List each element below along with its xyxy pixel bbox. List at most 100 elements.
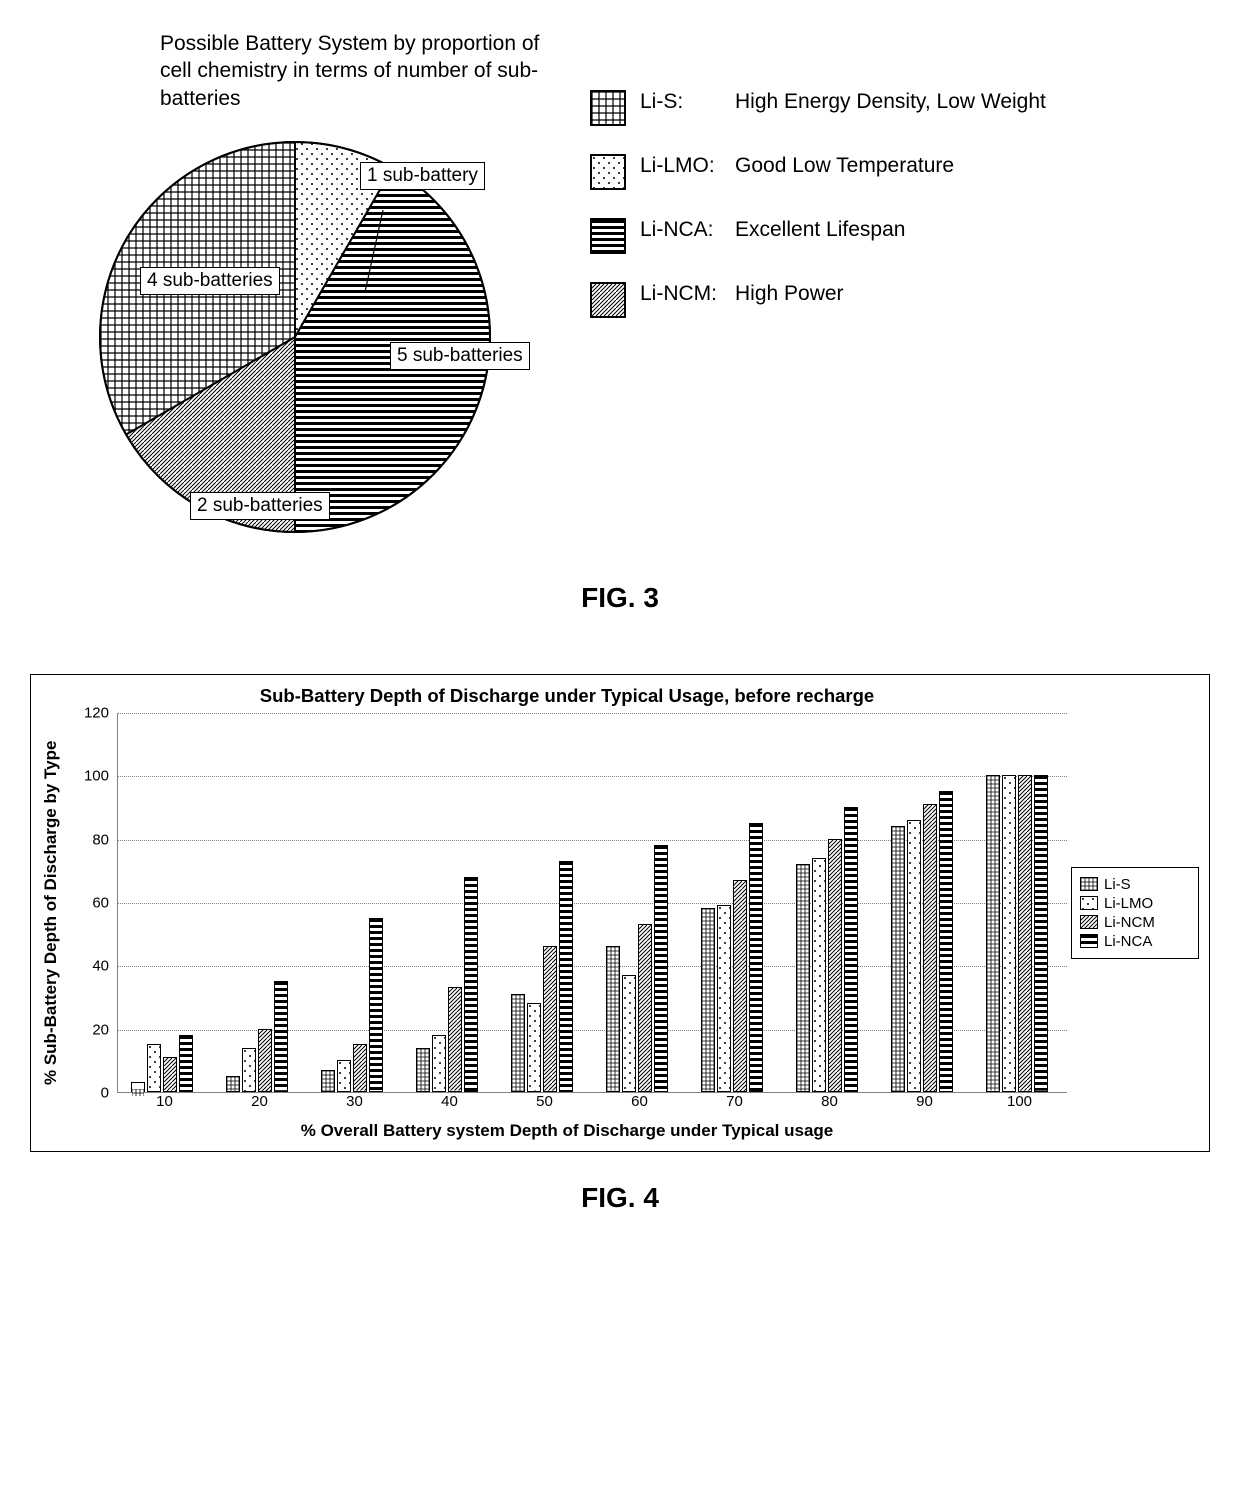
- bar: [337, 1060, 351, 1092]
- bar: [796, 864, 810, 1092]
- ytick-label: 0: [101, 1084, 109, 1101]
- fig4-legend-row: Li-NCM: [1080, 914, 1190, 931]
- bar: [163, 1057, 177, 1092]
- fig4-legend-row: Li-LMO: [1080, 895, 1190, 912]
- fig4-yaxis: 020406080100120: [67, 713, 117, 1093]
- legend-row: Li-NCM: High Power: [590, 282, 1046, 318]
- fig4-ylabel: % Sub-Battery Depth of Discharge by Type: [41, 685, 67, 1141]
- legend-swatch: [590, 282, 626, 318]
- legend-swatch: [590, 154, 626, 190]
- bar: [321, 1070, 335, 1092]
- gridline: [118, 776, 1067, 777]
- bar: [543, 946, 557, 1092]
- bar: [622, 975, 636, 1092]
- bar: [511, 994, 525, 1092]
- xtick-label: 50: [536, 1093, 553, 1110]
- legend-name: Li-NCM:: [640, 282, 735, 306]
- legend-name: Li-S: [1104, 876, 1131, 893]
- bar: [638, 924, 652, 1092]
- legend-name: Li-LMO: [1104, 895, 1153, 912]
- fig4-caption: FIG. 4: [30, 1182, 1210, 1214]
- pie-callout: 1 sub-battery: [360, 162, 485, 190]
- bar-group: [701, 823, 763, 1092]
- xtick-label: 10: [156, 1093, 173, 1110]
- xtick-label: 60: [631, 1093, 648, 1110]
- bar: [1002, 775, 1016, 1092]
- bar: [749, 823, 763, 1092]
- bar: [242, 1048, 256, 1092]
- bar: [179, 1035, 193, 1092]
- xtick-label: 100: [1007, 1093, 1032, 1110]
- legend-name: Li-NCM: [1104, 914, 1155, 931]
- gridline: [118, 713, 1067, 714]
- bar: [369, 918, 383, 1092]
- fig4-xlabel: % Overall Battery system Depth of Discha…: [67, 1121, 1067, 1141]
- xtick-label: 70: [726, 1093, 743, 1110]
- fig3-legend: Li-S: High Energy Density, Low Weight Li…: [590, 90, 1046, 552]
- legend-swatch: [1080, 915, 1098, 929]
- bar: [717, 905, 731, 1092]
- bar: [654, 845, 668, 1092]
- xtick-label: 30: [346, 1093, 363, 1110]
- bar-group: [986, 775, 1048, 1092]
- bar: [812, 858, 826, 1092]
- legend-row: Li-S: High Energy Density, Low Weight: [590, 90, 1046, 126]
- legend-name: Li-NCA: [1104, 933, 1152, 950]
- fig3-left-panel: Possible Battery System by proportion of…: [30, 30, 550, 552]
- ytick-label: 120: [84, 704, 109, 721]
- bar: [891, 826, 905, 1092]
- ytick-label: 20: [92, 1021, 109, 1038]
- figure-3: Possible Battery System by proportion of…: [30, 30, 1210, 552]
- bar: [1034, 775, 1048, 1092]
- bar: [1018, 775, 1032, 1092]
- pie-chart: 1 sub-battery5 sub-batteries2 sub-batter…: [80, 122, 510, 552]
- ytick-label: 100: [84, 768, 109, 785]
- fig4-legend: Li-S Li-LMO Li-NCM Li-NCA: [1071, 867, 1199, 959]
- bar-group: [131, 1035, 193, 1092]
- bar: [416, 1048, 430, 1092]
- fig4-title: Sub-Battery Depth of Discharge under Typ…: [67, 685, 1067, 707]
- bar: [939, 791, 953, 1092]
- bar-group: [321, 918, 383, 1092]
- bar: [733, 880, 747, 1092]
- bar: [986, 775, 1000, 1092]
- fig4-plot-area: Sub-Battery Depth of Discharge under Typ…: [67, 685, 1067, 1141]
- legend-swatch: [1080, 934, 1098, 948]
- bar-group: [606, 845, 668, 1092]
- fig3-title: Possible Battery System by proportion of…: [160, 30, 550, 112]
- ytick-label: 60: [92, 894, 109, 911]
- legend-desc: Excellent Lifespan: [735, 218, 905, 242]
- xtick-label: 90: [916, 1093, 933, 1110]
- bar: [226, 1076, 240, 1092]
- bar: [559, 861, 573, 1092]
- legend-name: Li-LMO:: [640, 154, 735, 178]
- xtick-label: 20: [251, 1093, 268, 1110]
- bar: [131, 1082, 145, 1092]
- fig4-legend-row: Li-NCA: [1080, 933, 1190, 950]
- legend-row: Li-LMO: Good Low Temperature: [590, 154, 1046, 190]
- bar: [448, 987, 462, 1092]
- bar-group: [416, 877, 478, 1092]
- ytick-label: 80: [92, 831, 109, 848]
- legend-row: Li-NCA: Excellent Lifespan: [590, 218, 1046, 254]
- pie-callout: 2 sub-batteries: [190, 492, 330, 520]
- legend-swatch: [1080, 896, 1098, 910]
- bar: [844, 807, 858, 1092]
- pie-callout: 4 sub-batteries: [140, 267, 280, 295]
- legend-swatch: [590, 218, 626, 254]
- bar: [464, 877, 478, 1092]
- legend-name: Li-S:: [640, 90, 735, 114]
- ytick-label: 40: [92, 958, 109, 975]
- bar: [258, 1029, 272, 1092]
- fig4-bars: [117, 713, 1067, 1093]
- bar: [353, 1044, 367, 1092]
- fig3-caption: FIG. 3: [30, 582, 1210, 614]
- bar: [701, 908, 715, 1092]
- legend-swatch: [590, 90, 626, 126]
- xtick-label: 80: [821, 1093, 838, 1110]
- bar: [527, 1003, 541, 1092]
- bar-group: [511, 861, 573, 1092]
- bar: [828, 839, 842, 1092]
- figure-4: % Sub-Battery Depth of Discharge by Type…: [30, 674, 1210, 1152]
- bar: [923, 804, 937, 1092]
